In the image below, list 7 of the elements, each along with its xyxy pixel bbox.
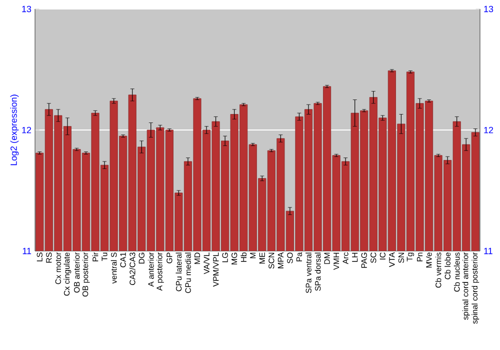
y-tick-label: 13: [22, 6, 32, 12]
y2-tick-label: 11: [484, 248, 492, 254]
y2-tick-label: 13: [484, 6, 494, 12]
y2-tick-label: 12: [484, 126, 494, 134]
y-axis-title: Log2 (expression): [10, 94, 19, 166]
y-tick-label: 12: [22, 126, 32, 134]
y-tick-label: 11: [22, 248, 32, 254]
